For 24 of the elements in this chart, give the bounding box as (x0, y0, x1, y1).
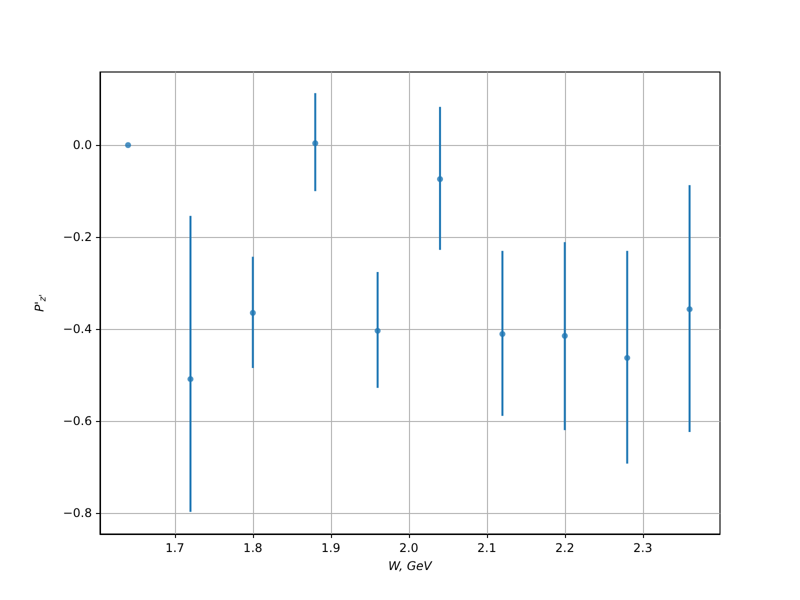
point (250, 310, 256, 316)
x-tick-label: 2.1 (477, 541, 496, 555)
y-axis-title: P'z' (32, 294, 48, 312)
y-tick-label: −0.8 (62, 506, 92, 520)
point (312, 140, 318, 146)
point (187, 376, 194, 382)
x-tick-label: 1.9 (321, 541, 340, 555)
y-tick-label: −0.2 (62, 230, 92, 244)
point (125, 142, 132, 148)
x-tick-label: 1.7 (165, 541, 184, 555)
x-axis-title: W, GeV (388, 559, 432, 573)
point (437, 176, 444, 182)
x-tick-label: 1.8 (243, 541, 262, 555)
y-tick-label: 0.0 (72, 138, 92, 152)
y-tick-label: −0.6 (62, 414, 92, 428)
x-tick-label: 2.3 (633, 541, 652, 555)
point (499, 331, 506, 338)
point (562, 332, 568, 339)
point (374, 328, 381, 334)
x-tick-label: 2.2 (555, 541, 574, 555)
point (686, 306, 693, 312)
y-tick-label: −0.4 (62, 322, 92, 336)
x-tick-label: 2.0 (399, 541, 418, 555)
point (624, 354, 630, 361)
